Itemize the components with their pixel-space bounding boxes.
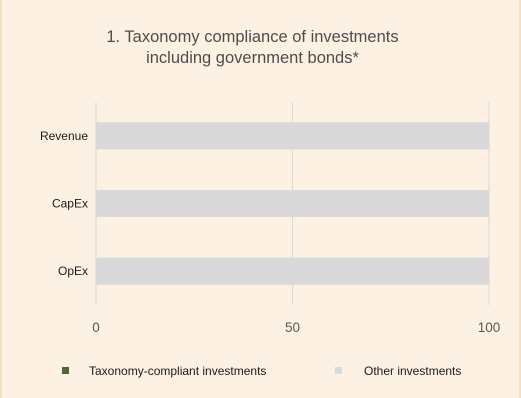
legend-label: Other investments: [364, 364, 461, 378]
legend-swatch: [335, 367, 342, 374]
legend-label: Taxonomy-compliant investments: [89, 364, 266, 378]
category-label: OpEx: [58, 264, 88, 278]
category-label: CapEx: [52, 197, 88, 211]
bar-capex-series-1: [96, 190, 489, 217]
chart-title-line-1: 1. Taxonomy compliance of investments: [106, 28, 399, 46]
chart-title-line-2: including government bonds*: [146, 49, 359, 67]
x-tick-label: 50: [285, 320, 300, 335]
bar-opex-series-1: [96, 257, 489, 285]
legend-swatch: [62, 367, 69, 374]
chart-title: 1. Taxonomy compliance of investments in…: [42, 27, 463, 69]
category-label: Revenue: [40, 129, 88, 143]
x-tick-label: 100: [478, 320, 501, 335]
x-tick-label: 0: [92, 320, 100, 335]
bar-revenue-series-1: [96, 122, 489, 150]
